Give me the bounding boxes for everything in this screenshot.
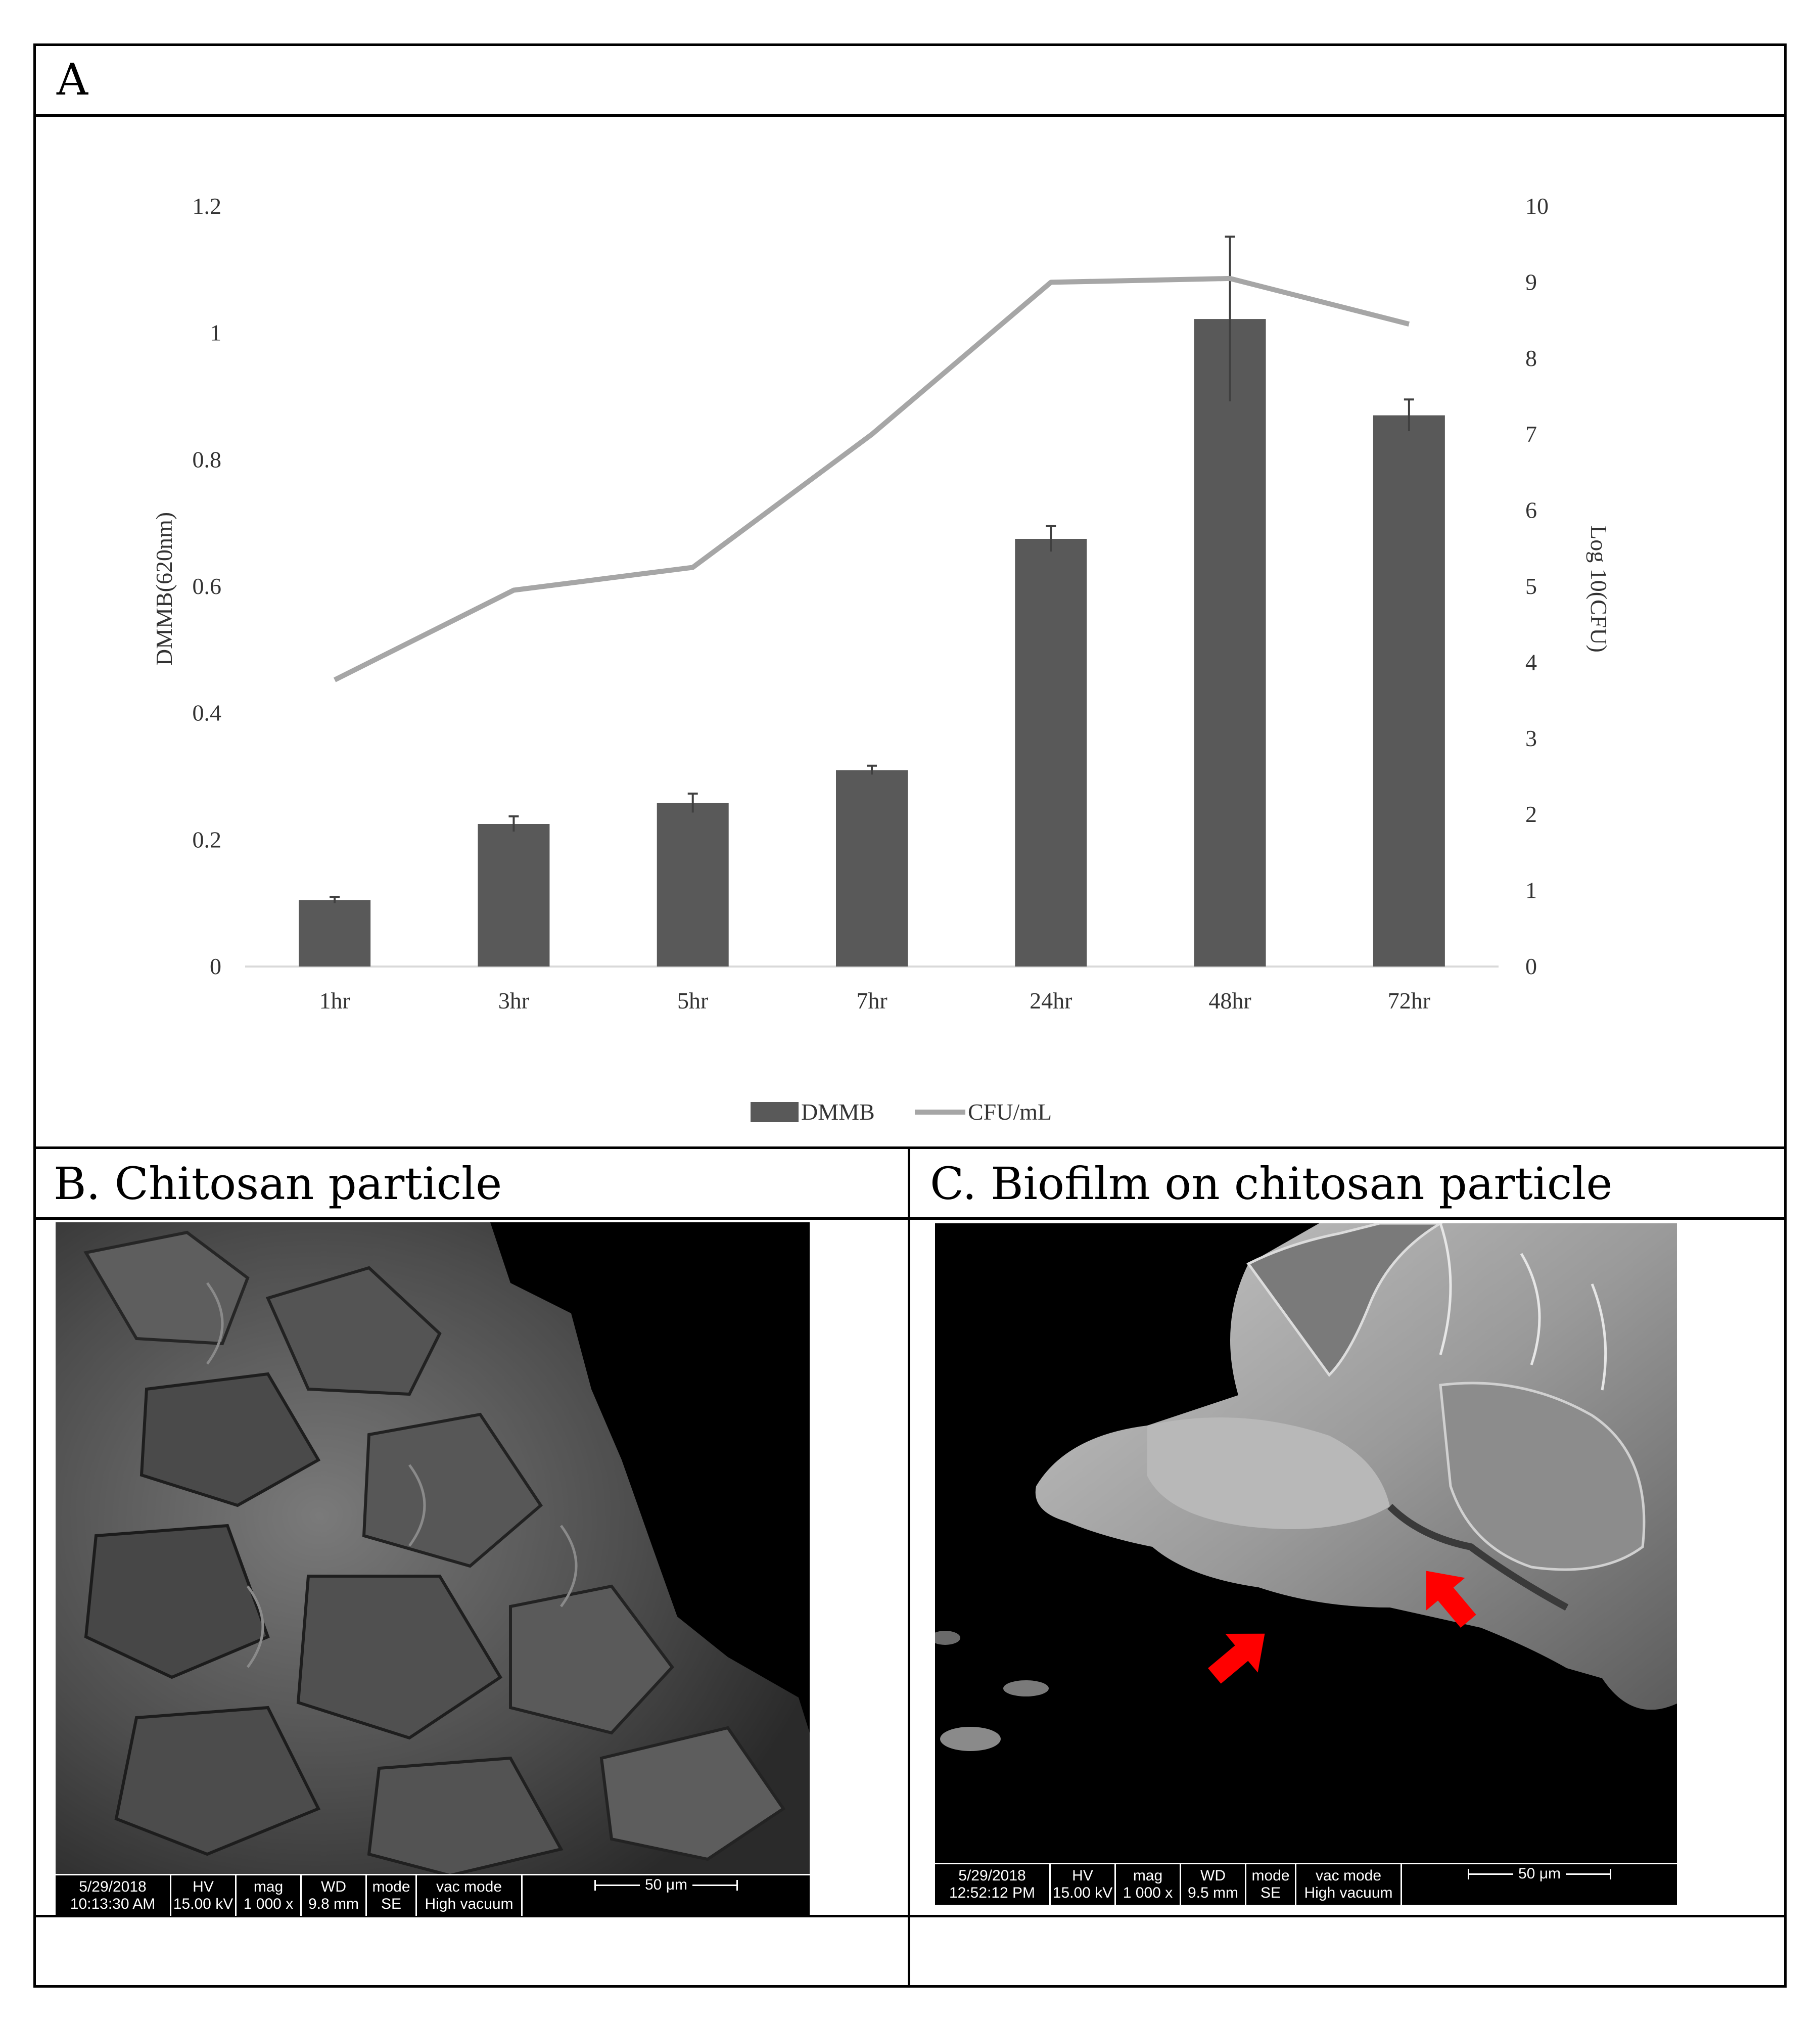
- y-left-tick-label: 0.2: [193, 826, 222, 852]
- y-left-tick-label: 0.4: [193, 700, 222, 726]
- red-arrow-icon: [1426, 1571, 1476, 1628]
- x-tick-label: 7hr: [856, 988, 887, 1014]
- y-right-tick-label: 4: [1525, 649, 1537, 675]
- x-tick-label: 24hr: [1030, 988, 1072, 1014]
- sem-databar: 5/29/2018 10:13:30 AM HV 15.00 kV mag 1 …: [56, 1874, 810, 1916]
- scale-bar: 50 μm: [594, 1876, 738, 1894]
- y-left-axis-label: DMMB(620nm): [151, 512, 177, 666]
- sem-image-biofilm-on-chitosan: 5/29/2018 12:52:12 PM HV 15.00 kV mag 1 …: [935, 1223, 1677, 1905]
- databar-vac: High vacuum: [1304, 1885, 1393, 1901]
- x-tick-label: 48hr: [1208, 988, 1251, 1014]
- biofilm-micrograph: [935, 1223, 1677, 1751]
- panel-b-label: B. Chitosan particle: [54, 1158, 502, 1210]
- databar-hv: 15.00 kV: [1052, 1885, 1113, 1901]
- databar-date: 5/29/2018: [79, 1878, 147, 1895]
- x-tick-label: 3hr: [498, 988, 529, 1014]
- x-tick-label: 1hr: [319, 988, 350, 1014]
- sem-databar: 5/29/2018 12:52:12 PM HV 15.00 kV mag 1 …: [935, 1863, 1677, 1905]
- databar-vac: High vacuum: [425, 1896, 514, 1912]
- databar-vac-label: vac mode: [436, 1878, 502, 1895]
- databar-mode: SE: [381, 1896, 402, 1912]
- chitosan-particle-micrograph: [56, 1222, 810, 1875]
- y-right-tick-label: 2: [1525, 801, 1537, 827]
- y-right-axis-label: Log 10(CFU): [1586, 525, 1612, 653]
- bar-72hr: [1373, 415, 1445, 967]
- cfu-series-line: [333, 275, 1410, 682]
- sem-image-chitosan-particle: 5/29/2018 10:13:30 AM HV 15.00 kV mag 1 …: [56, 1222, 810, 1916]
- legend-swatch-dmmb: [751, 1102, 799, 1122]
- y-left-tick-label: 1: [210, 320, 221, 346]
- y-right-tick-label: 1: [1525, 878, 1537, 903]
- databar-mode-label: mode: [1251, 1867, 1290, 1884]
- y-left-tick-label: 0.8: [193, 446, 222, 472]
- y-left-tick-label: 1.2: [193, 193, 222, 219]
- y-right-tick-label: 10: [1525, 193, 1549, 219]
- x-tick-label: 72hr: [1388, 988, 1430, 1014]
- databar-mag: 1 000 x: [243, 1896, 294, 1912]
- y-right-tick-label: 3: [1525, 725, 1537, 751]
- databar-time: 12:52:12 PM: [949, 1885, 1036, 1901]
- bar-48hr: [1194, 319, 1266, 967]
- legend-label-dmmb: DMMB: [801, 1099, 875, 1125]
- column-divider: [908, 1146, 910, 1988]
- databar-mag: 1 000 x: [1123, 1885, 1173, 1901]
- databar-wd-label: WD: [321, 1878, 346, 1895]
- databar-mag-label: mag: [1133, 1867, 1163, 1884]
- databar-wd-label: WD: [1200, 1867, 1226, 1884]
- legend: DMMB CFU/mL: [751, 1099, 1052, 1125]
- scale-bar: 50 μm: [1468, 1865, 1611, 1882]
- databar-wd: 9.8 mm: [308, 1896, 359, 1912]
- databar-time: 10:13:30 AM: [70, 1896, 156, 1912]
- y-right-tick-label: 5: [1525, 573, 1537, 599]
- databar-wd: 9.5 mm: [1187, 1885, 1239, 1901]
- y-right-tick-label: 8: [1525, 345, 1537, 371]
- legend-label-cfu: CFU/mL: [968, 1099, 1052, 1125]
- databar-hv-label: HV: [1072, 1867, 1093, 1884]
- y-right-tick-label: 6: [1525, 497, 1537, 523]
- y-left-tick-label: 0.6: [193, 573, 222, 599]
- x-tick-label: 5hr: [677, 988, 708, 1014]
- bar-5hr: [657, 803, 729, 967]
- databar-date: 5/29/2018: [958, 1867, 1026, 1884]
- bar-7hr: [836, 770, 908, 967]
- bar-1hr: [299, 900, 371, 967]
- dmmb-cfu-chart: 0 0.2 0.4 0.6 0.8 1 1.2 0 1 2 3 4 5 6 7 8 9 10 1hr 3hr 5hr…: [151, 193, 1612, 1125]
- databar-hv-label: HV: [193, 1878, 214, 1895]
- scale-bar-label: 50 μm: [645, 1876, 687, 1893]
- scale-bar-label: 50 μm: [1518, 1865, 1561, 1882]
- databar-vac-label: vac mode: [1315, 1867, 1382, 1884]
- databar-hv: 15.00 kV: [173, 1896, 234, 1912]
- panel-c-label: C. Biofilm on chitosan particle: [930, 1158, 1613, 1210]
- y-right-tick-label: 9: [1525, 269, 1537, 295]
- databar-mag-label: mag: [253, 1878, 284, 1895]
- bar-3hr: [478, 824, 550, 967]
- databar-mode: SE: [1260, 1885, 1281, 1901]
- y-right-tick-label: 7: [1525, 421, 1537, 447]
- row-divider: [33, 114, 1787, 117]
- y-right-tick-label: 0: [1525, 953, 1537, 979]
- red-arrow-icon: [1208, 1633, 1265, 1684]
- y-left-tick-label: 0: [210, 953, 221, 979]
- panel-a-label: A: [57, 55, 88, 105]
- databar-mode-label: mode: [372, 1878, 410, 1895]
- bar-24hr: [1015, 539, 1087, 967]
